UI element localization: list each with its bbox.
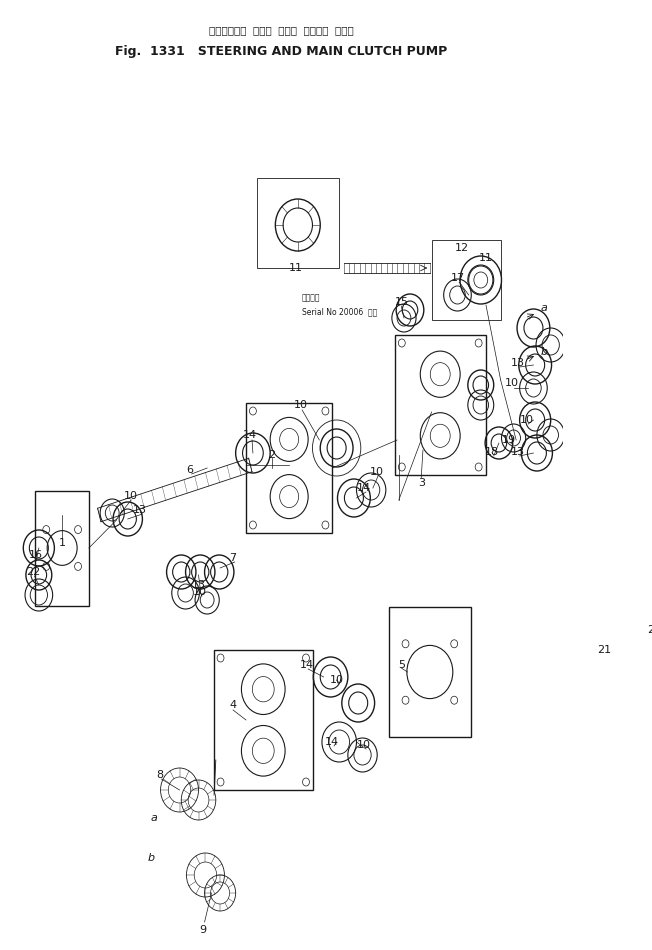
Text: 5: 5 <box>398 660 405 670</box>
Text: 9: 9 <box>200 925 207 935</box>
Text: 10: 10 <box>193 587 207 597</box>
Text: 13: 13 <box>133 505 147 515</box>
Text: 20: 20 <box>647 625 652 635</box>
Bar <box>432 240 501 320</box>
Text: 10: 10 <box>330 675 344 685</box>
Text: 14: 14 <box>357 483 372 493</box>
Bar <box>395 335 486 475</box>
Text: 1: 1 <box>59 538 66 548</box>
Text: 10: 10 <box>369 467 383 477</box>
Text: b: b <box>147 853 155 863</box>
Text: 18: 18 <box>485 447 499 457</box>
Text: 11: 11 <box>289 263 303 273</box>
Text: 6: 6 <box>186 465 194 475</box>
Text: 12: 12 <box>454 243 469 253</box>
Bar <box>258 178 339 268</box>
Text: 11: 11 <box>479 253 493 263</box>
Text: 10: 10 <box>357 740 371 750</box>
Text: 8: 8 <box>156 770 163 780</box>
Text: a: a <box>150 813 157 823</box>
Bar <box>35 490 89 605</box>
Text: 10: 10 <box>124 491 138 501</box>
Text: 10: 10 <box>505 378 519 388</box>
Bar <box>389 607 471 737</box>
Text: 7: 7 <box>230 553 237 563</box>
Text: 22: 22 <box>25 567 40 577</box>
Text: 2: 2 <box>269 450 275 460</box>
Bar <box>214 650 313 790</box>
Text: 10: 10 <box>293 400 307 410</box>
Text: 16: 16 <box>29 550 43 560</box>
Text: b: b <box>541 347 548 357</box>
Bar <box>246 403 333 533</box>
Text: 21: 21 <box>597 645 612 655</box>
Text: 13: 13 <box>511 358 525 368</box>
Text: 適用引用: 適用引用 <box>302 294 321 302</box>
Text: 13: 13 <box>511 447 525 457</box>
Text: 4: 4 <box>230 700 237 710</box>
Text: 10: 10 <box>520 415 533 425</box>
Text: a: a <box>541 303 547 313</box>
Text: 14: 14 <box>243 430 258 440</box>
Text: 3: 3 <box>418 478 424 488</box>
Text: 19: 19 <box>502 435 516 445</box>
Text: Serial No 20006  ・・: Serial No 20006 ・・ <box>302 308 378 316</box>
Text: 14: 14 <box>325 737 340 747</box>
Text: 17: 17 <box>451 273 464 283</box>
Text: 14: 14 <box>299 660 314 670</box>
Text: 15: 15 <box>394 297 408 307</box>
Text: Fig.  1331   STEERING AND MAIN CLUTCH PUMP: Fig. 1331 STEERING AND MAIN CLUTCH PUMP <box>115 46 447 59</box>
Text: 13: 13 <box>192 580 205 590</box>
Text: ステアリング  および  メイン  クラッチ  ポンプ: ステアリング および メイン クラッチ ポンプ <box>209 25 354 35</box>
